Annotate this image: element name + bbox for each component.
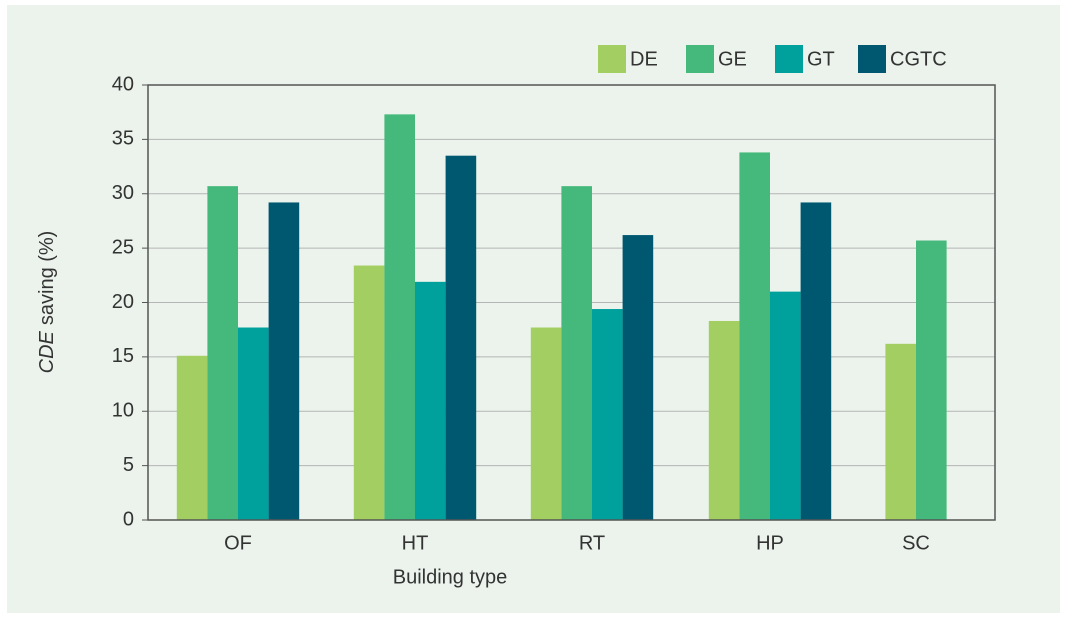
- legend-swatch: [598, 45, 626, 73]
- x-axis-label: Building type: [393, 566, 508, 588]
- y-tick-label: 20: [112, 291, 134, 313]
- legend-label: GT: [807, 48, 835, 70]
- x-tick-label: HP: [756, 532, 784, 554]
- y-tick-label: 40: [112, 73, 134, 95]
- bar: [708, 320, 740, 520]
- bar: [384, 114, 415, 521]
- y-tick-label: 15: [112, 345, 134, 367]
- bar: [207, 186, 238, 520]
- x-tick-label: OF: [224, 532, 252, 554]
- y-tick-label: 5: [123, 454, 134, 476]
- x-tick-label: HT: [402, 532, 429, 554]
- y-tick-label: 35: [112, 128, 134, 150]
- y-tick-label: 10: [112, 400, 134, 422]
- bar: [238, 327, 269, 520]
- legend-swatch: [686, 45, 714, 73]
- legend-swatch: [858, 45, 886, 73]
- legend-swatch: [775, 45, 803, 73]
- y-axis-label-italic: CDE: [36, 330, 58, 373]
- bar: [561, 186, 592, 520]
- bar: [268, 202, 300, 520]
- y-tick-label: 30: [112, 182, 134, 204]
- y-axis-label-rest: saving (%): [36, 231, 58, 325]
- x-tick-label: RT: [579, 532, 605, 554]
- x-tick-label: SC: [902, 532, 930, 554]
- bar: [445, 155, 477, 520]
- legend-label: DE: [630, 48, 658, 70]
- bar: [176, 355, 208, 520]
- legend-label: GE: [718, 48, 747, 70]
- legend-label: CGTC: [890, 48, 947, 70]
- plot-border: [147, 84, 996, 521]
- bar: [916, 240, 947, 520]
- y-tick-label: 0: [123, 508, 134, 530]
- bar: [885, 343, 916, 520]
- bar: [530, 327, 562, 520]
- bar: [353, 265, 385, 520]
- bar: [622, 235, 654, 520]
- background: [7, 5, 1060, 613]
- bar: [770, 291, 801, 520]
- y-tick-label: 25: [112, 236, 134, 258]
- bar: [739, 152, 770, 521]
- bar: [800, 202, 832, 520]
- bar: [592, 309, 623, 520]
- y-axis-label: CDE saving (%): [36, 231, 58, 374]
- bar: [415, 281, 446, 520]
